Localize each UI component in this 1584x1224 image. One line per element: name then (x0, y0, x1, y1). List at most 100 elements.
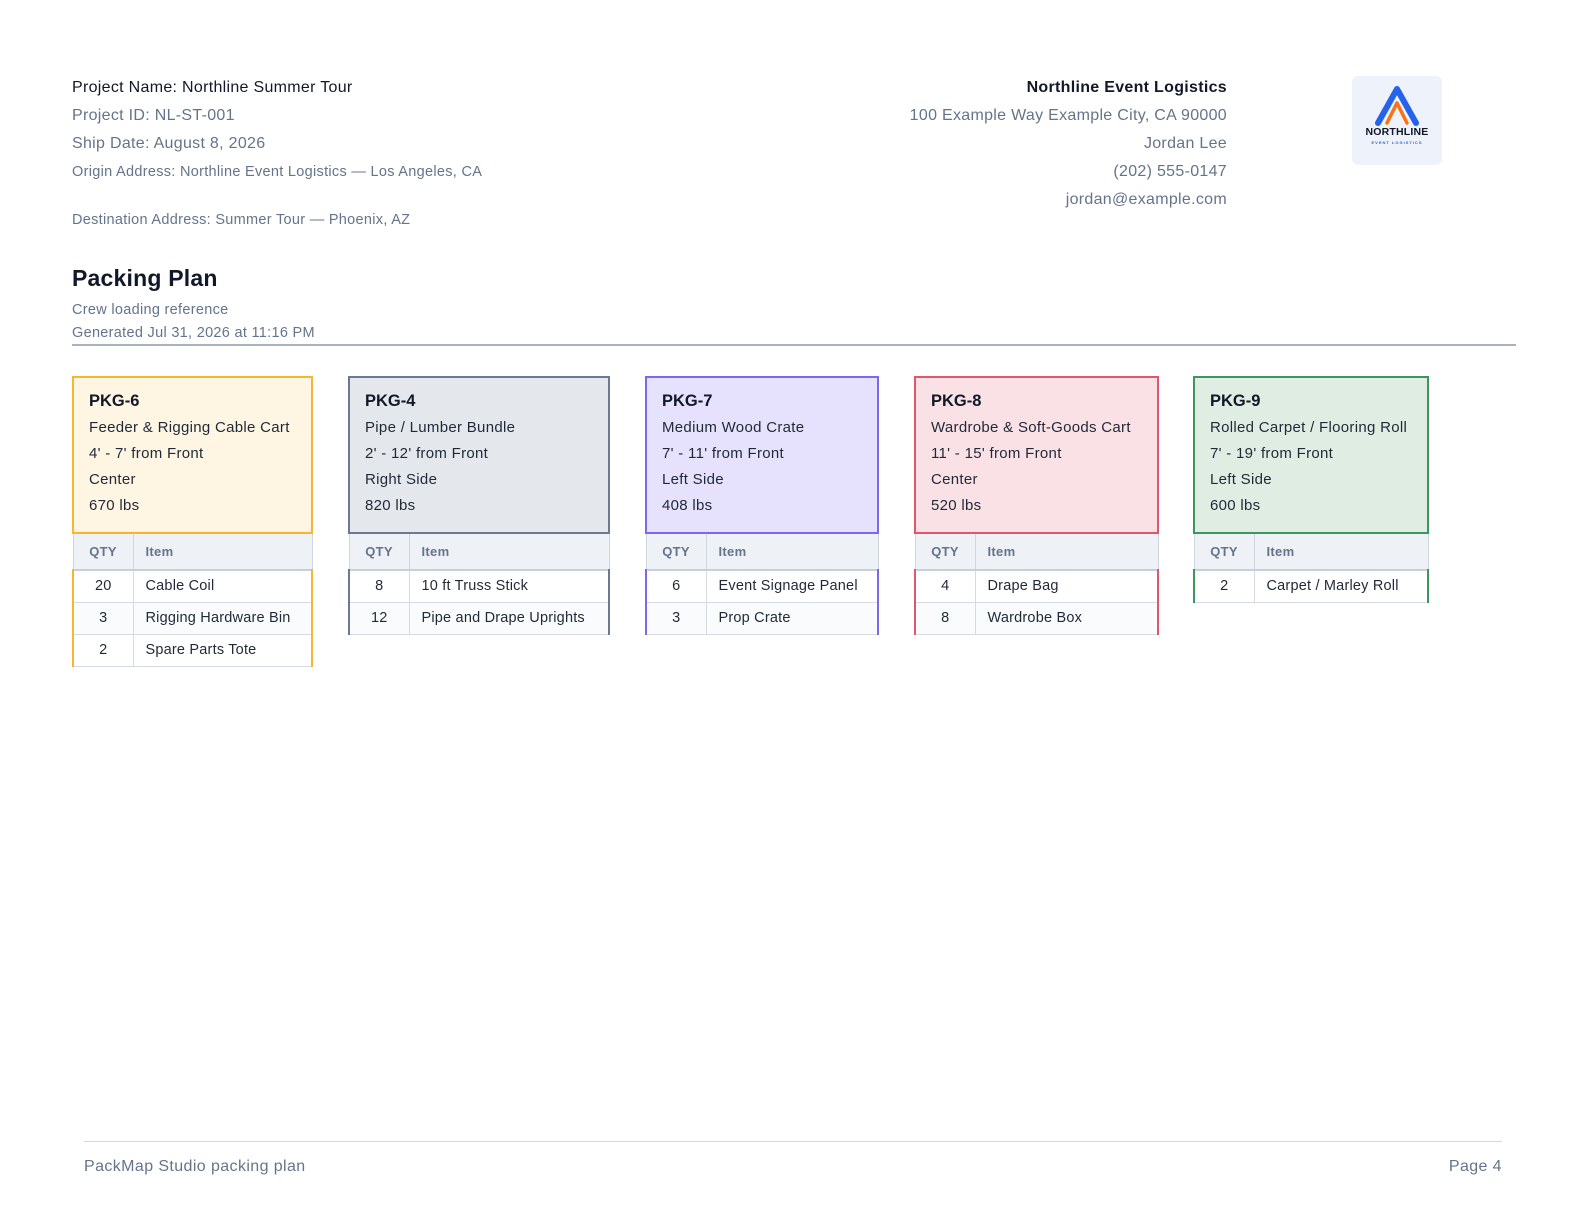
table-row: 3 Prop Crate (645, 601, 879, 635)
package-header: PKG-8 Wardrobe & Soft-Goods Cart 11' - 1… (914, 376, 1159, 534)
package-header: PKG-4 Pipe / Lumber Bundle 2' - 12' from… (348, 376, 610, 534)
package-items-table: QTY Item 4 Drape Bag 8 Wardrobe Box (914, 534, 1159, 635)
package-id: PKG-4 (365, 392, 416, 410)
item-qty: 6 (645, 569, 707, 603)
package-items-table: QTY Item 2 Carpet / Marley Roll (1193, 534, 1429, 603)
qty-column-header: QTY (914, 534, 976, 571)
package-header: PKG-7 Medium Wood Crate 7' - 11' from Fr… (645, 376, 879, 534)
logo-wordmark: NORTHLINE (1365, 126, 1429, 138)
contact-phone: (202) 555-0147 (1113, 163, 1227, 180)
package-type: Medium Wood Crate (662, 419, 805, 436)
project-id: Project ID: NL-ST-001 (72, 107, 235, 124)
item-qty: 4 (914, 569, 976, 603)
item-name: Cable Coil (132, 569, 313, 603)
item-name: Wardrobe Box (974, 601, 1159, 635)
package-type: Pipe / Lumber Bundle (365, 419, 516, 436)
table-row: 4 Drape Bag (914, 569, 1159, 603)
qty-column-header: QTY (645, 534, 707, 571)
item-qty: 2 (72, 633, 134, 667)
package-items-table: QTY Item 20 Cable Coil 3 Rigging Hardwar… (72, 534, 313, 667)
mountain-logo-icon (1375, 86, 1419, 126)
table-row: 2 Spare Parts Tote (72, 633, 313, 667)
table-row: 20 Cable Coil (72, 569, 313, 603)
item-column-header: Item (132, 534, 313, 571)
contact-name: Jordan Lee (1143, 135, 1227, 152)
table-row: 6 Event Signage Panel (645, 569, 879, 603)
package-side: Left Side (1210, 471, 1272, 488)
item-name: Pipe and Drape Uprights (408, 601, 610, 635)
package-card: PKG-6 Feeder & Rigging Cable Cart 4' - 7… (72, 376, 313, 667)
qty-column-header: QTY (1193, 534, 1255, 571)
logo-tagline: EVENT LOGISTICS (1371, 140, 1423, 145)
package-type: Feeder & Rigging Cable Cart (89, 419, 290, 436)
item-qty: 3 (645, 601, 707, 635)
item-column-header: Item (974, 534, 1159, 571)
page-title: Packing Plan (72, 265, 218, 291)
package-side: Center (89, 471, 136, 488)
company-address: 100 Example Way Example City, CA 90000 (909, 107, 1227, 124)
destination-address: Destination Address: Summer Tour — Phoen… (72, 212, 411, 228)
package-id: PKG-6 (89, 392, 140, 410)
item-column-header: Item (705, 534, 879, 571)
package-type: Rolled Carpet / Flooring Roll (1210, 419, 1408, 436)
package-weight: 520 lbs (931, 497, 982, 514)
footer-label: PackMap Studio packing plan (84, 1158, 306, 1175)
origin-address: Origin Address: Northline Event Logistic… (72, 164, 483, 180)
package-items-table: QTY Item 8 10 ft Truss Stick 12 Pipe and… (348, 534, 610, 635)
package-items-table: QTY Item 6 Event Signage Panel 3 Prop Cr… (645, 534, 879, 635)
project-name: Project Name: Northline Summer Tour (72, 79, 353, 96)
company-name: Northline Event Logistics (1026, 79, 1227, 96)
item-qty: 3 (72, 601, 134, 635)
package-header: PKG-6 Feeder & Rigging Cable Cart 4' - 7… (72, 376, 313, 534)
table-row: 12 Pipe and Drape Uprights (348, 601, 610, 635)
package-id: PKG-8 (931, 392, 982, 410)
package-position: 7' - 19' from Front (1210, 445, 1334, 462)
package-weight: 408 lbs (662, 497, 713, 514)
company-details: Northline Event Logistics 100 Example Wa… (910, 74, 1227, 214)
item-name: 10 ft Truss Stick (408, 569, 610, 603)
package-card: PKG-7 Medium Wood Crate 7' - 11' from Fr… (645, 376, 879, 635)
package-side: Center (931, 471, 978, 488)
item-qty: 20 (72, 569, 134, 603)
qty-column-header: QTY (348, 534, 410, 571)
item-qty: 8 (914, 601, 976, 635)
item-name: Event Signage Panel (705, 569, 879, 603)
item-name: Spare Parts Tote (132, 633, 313, 667)
table-row: 2 Carpet / Marley Roll (1193, 569, 1429, 603)
package-position: 11' - 15' from Front (931, 445, 1062, 462)
ship-date: Ship Date: August 8, 2026 (72, 135, 266, 152)
item-name: Drape Bag (974, 569, 1159, 603)
item-qty: 2 (1193, 569, 1255, 603)
contact-email: jordan@example.com (1065, 191, 1227, 208)
table-row: 3 Rigging Hardware Bin (72, 601, 313, 635)
company-logo: NORTHLINE EVENT LOGISTICS (1352, 76, 1442, 165)
header-divider (72, 344, 1516, 346)
package-position: 2' - 12' from Front (365, 445, 489, 462)
package-card: PKG-8 Wardrobe & Soft-Goods Cart 11' - 1… (914, 376, 1159, 635)
item-column-header: Item (1253, 534, 1429, 571)
package-side: Left Side (662, 471, 724, 488)
page-subtitle: Crew loading reference (72, 302, 229, 318)
table-row: 8 10 ft Truss Stick (348, 569, 610, 603)
package-position: 7' - 11' from Front (662, 445, 785, 462)
page-number: Page 4 (1448, 1158, 1502, 1175)
package-weight: 600 lbs (1210, 497, 1261, 514)
package-id: PKG-9 (1210, 392, 1261, 410)
footer-divider (84, 1141, 1502, 1142)
item-column-header: Item (408, 534, 610, 571)
project-details: Project Name: Northline Summer Tour Proj… (72, 74, 482, 234)
package-card: PKG-9 Rolled Carpet / Flooring Roll 7' -… (1193, 376, 1429, 603)
package-card: PKG-4 Pipe / Lumber Bundle 2' - 12' from… (348, 376, 610, 635)
item-name: Rigging Hardware Bin (132, 601, 313, 635)
table-row: 8 Wardrobe Box (914, 601, 1159, 635)
item-name: Prop Crate (705, 601, 879, 635)
package-side: Right Side (365, 471, 438, 488)
qty-column-header: QTY (72, 534, 134, 571)
generated-timestamp: Generated Jul 31, 2026 at 11:16 PM (72, 325, 315, 341)
item-qty: 8 (348, 569, 410, 603)
package-header: PKG-9 Rolled Carpet / Flooring Roll 7' -… (1193, 376, 1429, 534)
package-position: 4' - 7' from Front (89, 445, 204, 462)
package-id: PKG-7 (662, 392, 713, 410)
package-weight: 670 lbs (89, 497, 140, 514)
item-qty: 12 (348, 601, 410, 635)
